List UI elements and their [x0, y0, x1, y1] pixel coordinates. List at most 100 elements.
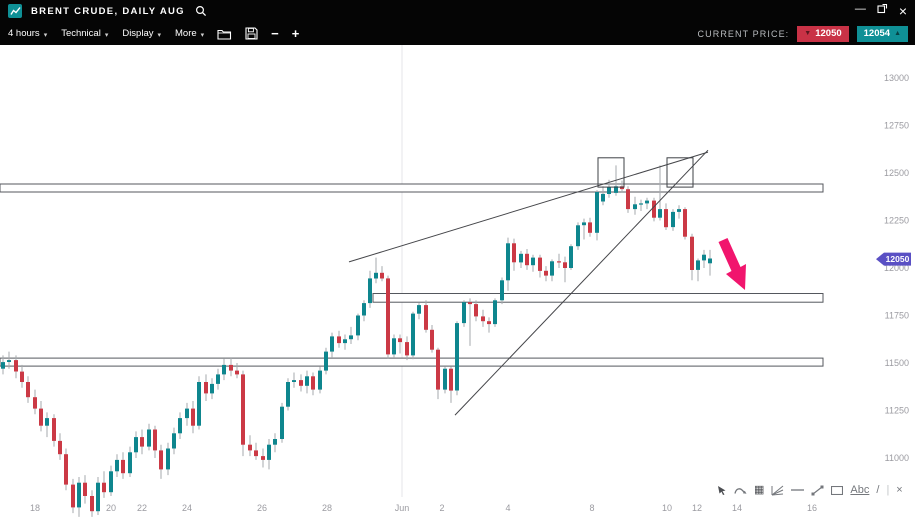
candle-up [582, 222, 586, 226]
candle-down [26, 382, 30, 398]
annotation-box [666, 157, 694, 188]
candle-down [525, 253, 529, 266]
rectangle-tool-icon[interactable] [831, 485, 844, 495]
candle-up [216, 374, 220, 384]
technical-dropdown[interactable]: Technical ▾ [61, 28, 108, 39]
price-tag-value: 12050 [886, 254, 910, 264]
drawing-toolbar: ▦ Abc / | × [717, 482, 903, 498]
title-bar: BRENT CRUDE, DAILY AUG — × [0, 0, 915, 22]
candle-down [235, 370, 239, 375]
candle-up [576, 225, 580, 247]
candle-up [134, 437, 138, 453]
candle-up [172, 433, 176, 449]
x-tick-label: 8 [589, 503, 594, 513]
candle-down [241, 374, 245, 445]
candle-up [210, 383, 214, 394]
zoom-out-button[interactable]: − [271, 26, 279, 41]
more-dropdown[interactable]: More ▾ [175, 28, 204, 39]
grid-tool-icon[interactable]: ▦ [754, 484, 765, 496]
candle-down [261, 456, 265, 460]
candle-down [52, 418, 56, 441]
price-bands-layer [0, 183, 824, 367]
candle-down [121, 459, 125, 474]
candle-down [229, 364, 233, 371]
x-tick-label: Jun [395, 503, 410, 513]
candle-up [595, 192, 599, 233]
y-axis-layer: 13000 12750 12500 12250 12000 11750 11500 11250… [884, 73, 909, 463]
ask-price-value: 12054 [863, 27, 891, 39]
diagonal-line-tool-icon[interactable]: / [876, 484, 880, 496]
current-price-panel: CURRENT PRICE: ▼ 12050 12054 ▲ [698, 22, 908, 45]
pointer-tool-icon[interactable] [717, 485, 727, 495]
candle-down [652, 200, 656, 218]
candle-down [424, 305, 428, 330]
candle-down [398, 338, 402, 343]
candle-up [1, 362, 5, 369]
candle-up [109, 471, 113, 493]
curved-arrow-tool-icon[interactable] [734, 485, 747, 495]
candle-up [601, 193, 605, 202]
candle-up [607, 187, 611, 194]
candle-down [487, 321, 491, 325]
current-price-label: CURRENT PRICE: [697, 28, 790, 39]
annotation-box [597, 157, 625, 188]
candle-up [506, 243, 510, 281]
trend-line [454, 149, 709, 416]
candle-down [481, 316, 485, 322]
x-tick-label: 20 [106, 503, 116, 513]
candle-down [474, 304, 478, 317]
toolbar-close-icon[interactable]: × [896, 484, 903, 496]
display-dropdown[interactable]: Display ▾ [122, 28, 161, 39]
candle-down [664, 209, 668, 228]
candle-down [58, 440, 62, 455]
candle-down [436, 349, 440, 390]
text-tool-icon[interactable]: Abc [850, 484, 870, 496]
zoom-in-button[interactable]: + [291, 26, 300, 41]
candle-down [557, 261, 561, 263]
close-icon[interactable]: × [898, 3, 907, 19]
candle-up [531, 257, 535, 266]
candle-up [128, 452, 132, 474]
open-folder-icon[interactable] [217, 28, 232, 40]
x-axis-layer: 18 20 22 24 26 28 Jun 2 4 8 10 12 14 16 [30, 503, 817, 513]
candle-down [512, 243, 516, 263]
annotations-layer[interactable] [348, 149, 746, 416]
candle-down [626, 189, 630, 210]
minimize-icon[interactable]: — [854, 3, 866, 15]
timeframe-dropdown[interactable]: 4 hours ▾ [8, 28, 47, 39]
candle-up [349, 335, 353, 340]
trend-line-tool-icon[interactable] [811, 485, 824, 496]
candle-up [267, 444, 271, 460]
candle-up [374, 272, 378, 279]
chart-area[interactable]: 13000 12750 12500 12250 12000 11750 11500 11250… [0, 45, 915, 518]
instrument-title: BRENT CRUDE, DAILY AUG [31, 5, 185, 17]
x-tick-label: 18 [30, 503, 40, 513]
sr-band [0, 183, 824, 193]
candle-down [140, 437, 144, 447]
candle-up [702, 254, 706, 261]
candle-down [683, 209, 687, 237]
candle-up [77, 482, 81, 508]
y-tick-label: 11250 [885, 406, 909, 416]
candle-up [462, 302, 466, 324]
restore-icon[interactable] [877, 0, 888, 22]
search-icon[interactable] [195, 5, 207, 17]
candle-up [343, 339, 347, 344]
candle-up [455, 323, 459, 391]
x-tick-label: 26 [257, 503, 267, 513]
candle-up [493, 300, 497, 325]
x-tick-label: 28 [322, 503, 332, 513]
horizontal-line-tool-icon[interactable] [791, 488, 805, 492]
x-tick-label: 2 [439, 503, 444, 513]
candle-up [550, 261, 554, 276]
fan-lines-tool-icon[interactable] [771, 485, 784, 496]
candle-up [411, 313, 415, 356]
candlestick-chart[interactable]: 13000 12750 12500 12250 12000 11750 11500 11250… [0, 45, 915, 518]
candle-down [690, 236, 694, 270]
candle-up [696, 260, 700, 270]
candle-up [443, 368, 447, 390]
y-tick-label: 12250 [884, 216, 909, 226]
candle-down [90, 496, 94, 512]
save-icon[interactable] [245, 27, 258, 40]
chevron-down-icon: ▾ [157, 31, 161, 39]
